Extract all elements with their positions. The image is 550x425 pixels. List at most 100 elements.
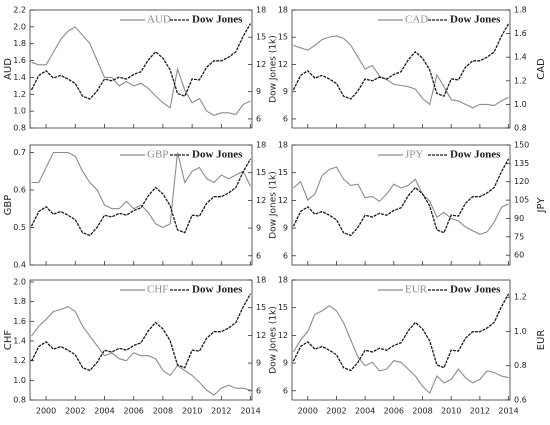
legend-label: Dow Jones <box>192 284 243 296</box>
legend-label: Dow Jones <box>192 14 243 26</box>
y-tick-label: 1.6 <box>514 29 527 38</box>
plot-frame <box>291 144 511 266</box>
x-tick-label: 2010 <box>182 407 202 416</box>
x-tick-label: 2006 <box>384 407 404 416</box>
legend-label: Dow Jones <box>450 149 501 161</box>
y-tick-label: 1.8 <box>13 39 26 48</box>
y2-tick-label: 9 <box>283 359 288 368</box>
y-tick-label: 1.8 <box>514 6 527 15</box>
y2-axis-label: Dow Jones (1k) <box>269 306 279 374</box>
legend-label: JPY <box>405 149 423 161</box>
y-tick-label: 2.2 <box>13 6 26 15</box>
y-axis-label: CHF <box>3 330 14 351</box>
x-tick-label: 2012 <box>470 407 490 416</box>
y-axis-label: CAD <box>536 58 547 80</box>
series-line <box>30 293 252 372</box>
y2-tick-label: 6 <box>256 386 261 395</box>
y2-tick-label: 15 <box>256 303 266 312</box>
y2-tick-label: 15 <box>278 168 288 177</box>
y-tick-label: 0.8 <box>514 361 527 370</box>
y-tick-label: 2.0 <box>13 277 26 286</box>
y-tick-label: 1.0 <box>13 376 26 385</box>
y2-tick-label: 12 <box>256 331 266 340</box>
y-tick-label: 0.6 <box>514 396 527 405</box>
y-tick-label: 1.2 <box>13 356 26 365</box>
plot-frame <box>29 279 253 401</box>
series-line <box>31 151 251 229</box>
x-tick-label: 2010 <box>441 407 461 416</box>
y-tick-label: 1.0 <box>514 100 527 109</box>
series-line <box>292 293 510 372</box>
legend-label: GBP <box>147 149 168 161</box>
y-tick-label: 1.0 <box>514 327 527 336</box>
y2-tick-label: 9 <box>256 359 261 368</box>
x-tick-label: 2008 <box>412 407 432 416</box>
y-tick-label: 0.5 <box>13 223 26 232</box>
y2-tick-label: 15 <box>256 168 266 177</box>
y2-tick-label: 9 <box>256 224 261 233</box>
y2-tick-label: 9 <box>283 224 288 233</box>
y2-tick-label: 18 <box>278 141 288 150</box>
y2-tick-label: 12 <box>256 60 266 69</box>
x-tick-label: 2006 <box>124 407 144 416</box>
x-tick-label: 2002 <box>65 407 85 416</box>
y-axis-label: GBP <box>3 195 14 216</box>
x-tick-label: 2008 <box>153 407 173 416</box>
series-line <box>31 305 251 396</box>
y-tick-label: 105 <box>514 196 529 205</box>
y-tick-label: 135 <box>514 159 529 168</box>
y-tick-label: 1.4 <box>13 336 26 345</box>
legend-label: Dow Jones <box>450 284 501 296</box>
series-line <box>292 23 510 100</box>
y-tick-label: 2.0 <box>13 22 26 31</box>
y2-axis-label: Dow Jones (1k) <box>269 171 279 239</box>
y2-tick-label: 6 <box>283 251 288 260</box>
y-tick-label: 0.8 <box>13 124 26 133</box>
y2-tick-label: 12 <box>256 196 266 205</box>
y2-tick-label: 12 <box>278 331 288 340</box>
y-tick-label: 75 <box>514 232 524 241</box>
y-tick-label: 1.4 <box>13 73 26 82</box>
y-axis-label: AUD <box>3 58 14 80</box>
x-tick-label: 2002 <box>326 407 346 416</box>
y2-tick-label: 6 <box>256 251 261 260</box>
legend-label: Dow Jones <box>450 14 501 26</box>
series-line <box>292 158 510 237</box>
y2-tick-label: 6 <box>256 114 261 123</box>
y2-tick-label: 9 <box>283 87 288 96</box>
legend-label: AUD <box>147 14 171 26</box>
y-tick-label: 1.6 <box>13 317 26 326</box>
y2-tick-label: 18 <box>256 141 266 150</box>
plot-frame <box>29 9 253 129</box>
y-tick-label: 1.4 <box>514 53 527 62</box>
y2-tick-label: 18 <box>256 276 266 285</box>
y-tick-label: 0.6 <box>13 186 26 195</box>
y2-tick-label: 9 <box>256 87 261 96</box>
y2-tick-label: 15 <box>278 33 288 42</box>
y2-tick-label: 6 <box>283 386 288 395</box>
plot-frame <box>291 9 511 129</box>
y-tick-label: 1.6 <box>13 56 26 65</box>
x-tick-label: 2000 <box>36 407 56 416</box>
x-tick-label: 2004 <box>355 407 375 416</box>
y2-tick-label: 12 <box>278 196 288 205</box>
x-tick-label: 2000 <box>298 407 318 416</box>
series-line <box>31 26 251 117</box>
series-line <box>293 166 509 235</box>
y-axis-label: EUR <box>536 330 547 351</box>
y2-tick-label: 6 <box>283 114 288 123</box>
x-tick-label: 2014 <box>240 407 260 416</box>
x-tick-label: 2012 <box>211 407 231 416</box>
y2-tick-label: 18 <box>256 6 266 15</box>
y-tick-label: 1.0 <box>13 107 26 116</box>
y-tick-label: 60 <box>514 251 524 260</box>
legend-label: CAD <box>405 14 428 26</box>
legend-label: Dow Jones <box>192 149 243 161</box>
y-tick-label: 1.8 <box>13 297 26 306</box>
y-tick-label: 0.8 <box>514 124 527 133</box>
y-tick-label: 1.2 <box>13 90 26 99</box>
y2-tick-label: 15 <box>278 303 288 312</box>
series-line <box>30 158 252 237</box>
x-tick-label: 2014 <box>498 407 518 416</box>
